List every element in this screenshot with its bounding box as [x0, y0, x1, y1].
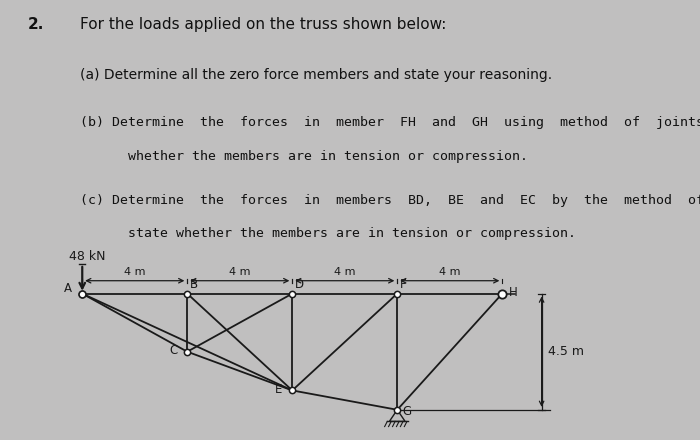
Text: (a) Determine all the zero force members and state your reasoning.: (a) Determine all the zero force members… — [80, 68, 552, 82]
Text: 4 m: 4 m — [124, 268, 146, 277]
Text: A: A — [64, 282, 72, 295]
Text: (b) Determine  the  forces  in  member  FH  and  GH  using  method  of  joints  : (b) Determine the forces in member FH an… — [80, 116, 700, 129]
Text: 4 m: 4 m — [229, 268, 251, 277]
Text: B: B — [190, 278, 198, 291]
Text: D: D — [295, 278, 304, 291]
Text: (c) Determine  the  forces  in  members  BD,  BE  and  EC  by  the  method  of  : (c) Determine the forces in members BD, … — [80, 194, 700, 207]
Text: F: F — [400, 278, 407, 291]
Text: C: C — [169, 344, 177, 357]
Text: For the loads applied on the truss shown below:: For the loads applied on the truss shown… — [80, 17, 447, 32]
Text: G: G — [402, 406, 411, 418]
Text: 4.5 m: 4.5 m — [548, 345, 584, 358]
Text: 4 m: 4 m — [439, 268, 461, 277]
Text: 2.: 2. — [28, 17, 44, 32]
Text: 48 kN: 48 kN — [69, 249, 106, 263]
Text: E: E — [275, 383, 283, 396]
Text: H: H — [509, 286, 517, 299]
Text: 4 m: 4 m — [334, 268, 356, 277]
Text: whether the members are in tension or compression.: whether the members are in tension or co… — [80, 150, 528, 163]
Text: state whether the members are in tension or compression.: state whether the members are in tension… — [80, 227, 577, 241]
